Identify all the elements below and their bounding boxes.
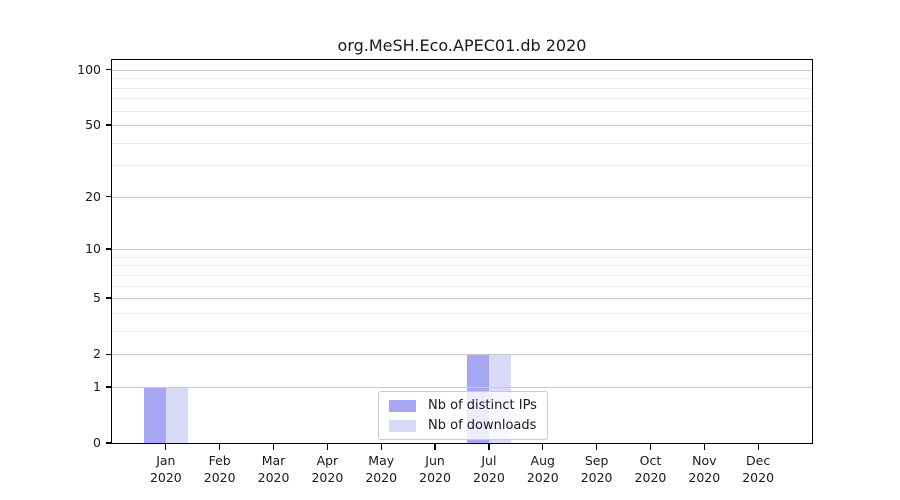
y-tick-label: 50 [85, 117, 101, 133]
y-tick-label: 10 [85, 241, 101, 257]
x-tick-month: Feb [208, 453, 231, 468]
x-tick-month: Sep [584, 453, 609, 468]
plot-area: Nb of distinct IPs Nb of downloads [111, 59, 813, 444]
x-tick-mark [649, 444, 652, 450]
y-tick-mark [106, 124, 112, 126]
y-tick-mark [106, 248, 112, 250]
y-tick-label: 100 [77, 61, 101, 77]
y-tick-label: 2 [93, 346, 101, 362]
x-tick-year: 2020 [311, 470, 344, 485]
major-gridline [112, 298, 812, 300]
legend-label: Nb of downloads [428, 418, 537, 433]
x-tick-label: Apr 2020 [297, 452, 357, 486]
x-tick-label: May 2020 [351, 452, 411, 486]
x-tick-month: May [368, 453, 395, 468]
minor-gridline [112, 87, 812, 89]
x-tick-mark [219, 444, 221, 450]
x-tick-mark [326, 444, 329, 450]
major-gridline [112, 125, 812, 127]
x-tick-year: 2020 [149, 470, 182, 485]
x-tick-month: Jun [425, 453, 445, 468]
y-tick-mark [106, 69, 112, 71]
x-tick-mark [434, 444, 436, 450]
x-tick-year: 2020 [473, 470, 505, 485]
legend-label: Nb of distinct IPs [428, 398, 537, 413]
y-tick-label: 5 [93, 290, 101, 306]
minor-gridline [112, 312, 812, 314]
minor-gridline [112, 98, 812, 100]
minor-gridline [112, 274, 812, 276]
chart-title: org.MeSH.Eco.APEC01.db 2020 [337, 36, 587, 55]
x-tick-year: 2020 [203, 470, 236, 485]
x-tick-mark [165, 444, 167, 450]
x-tick-label: Sep 2020 [567, 452, 627, 486]
x-tick-mark [380, 444, 382, 450]
grid-layer [112, 60, 812, 443]
y-tick-label: 1 [93, 378, 101, 394]
minor-gridline [112, 330, 812, 332]
x-tick-year: 2020 [634, 470, 667, 485]
legend-item: Nb of downloads [389, 417, 537, 434]
minor-gridline [112, 256, 812, 258]
x-tick-month: Aug [530, 453, 555, 468]
x-tick-year: 2020 [365, 470, 398, 485]
legend-swatch [389, 399, 416, 412]
x-tick-label: Aug 2020 [513, 452, 573, 486]
x-tick-month: Mar [261, 453, 286, 468]
x-tick-month: Oct [639, 453, 662, 468]
y-tick-label: 20 [85, 188, 101, 204]
x-tick-year: 2020 [688, 470, 721, 485]
x-tick-year: 2020 [526, 470, 559, 485]
x-tick-label: Oct 2020 [620, 452, 680, 486]
y-tick-mark [106, 196, 112, 198]
y-tick-mark [106, 386, 112, 388]
y-tick-mark [106, 442, 112, 444]
y-tick-label: 0 [93, 435, 101, 450]
y-tick-mark [106, 297, 112, 299]
y-tick-mark [106, 353, 112, 355]
bar-downloads [165, 386, 188, 443]
major-gridline [112, 354, 812, 356]
x-tick-label: Jul 2020 [459, 452, 519, 486]
x-tick-label: Mar 2020 [244, 452, 304, 486]
x-tick-label: Nov 2020 [674, 452, 734, 486]
x-tick-year: 2020 [257, 470, 290, 485]
minor-gridline [112, 165, 812, 167]
major-gridline [112, 69, 812, 71]
legend-swatch [389, 419, 416, 432]
x-tick-label: Jan 2020 [136, 452, 196, 486]
x-tick-year: 2020 [419, 470, 451, 485]
x-tick-mark [703, 444, 705, 450]
x-tick-month: Apr [316, 453, 339, 468]
major-gridline [112, 249, 812, 251]
x-tick-label: Jun 2020 [405, 452, 465, 486]
legend: Nb of distinct IPs Nb of downloads [378, 391, 548, 440]
major-gridline [112, 196, 812, 198]
x-tick-mark [595, 444, 598, 450]
x-tick-label: Dec 2020 [728, 452, 788, 486]
x-tick-mark [757, 444, 759, 450]
x-tick-month: Jul [481, 453, 497, 468]
x-tick-year: 2020 [580, 470, 613, 485]
minor-gridline [112, 285, 812, 287]
x-tick-month: Nov [692, 453, 717, 468]
bar-distinct-ips [143, 386, 166, 443]
x-tick-year: 2020 [742, 470, 775, 485]
x-tick-mark [488, 444, 490, 450]
x-tick-mark [542, 444, 544, 450]
x-tick-month: Dec [746, 453, 771, 468]
minor-gridline [112, 110, 812, 112]
legend-item: Nb of distinct IPs [389, 397, 537, 414]
x-tick-month: Jan [156, 453, 176, 468]
minor-gridline [112, 142, 812, 144]
minor-gridline [112, 265, 812, 267]
minor-gridline [112, 78, 812, 80]
x-tick-mark [272, 444, 275, 450]
x-tick-label: Feb 2020 [190, 452, 250, 486]
major-gridline [112, 386, 812, 388]
